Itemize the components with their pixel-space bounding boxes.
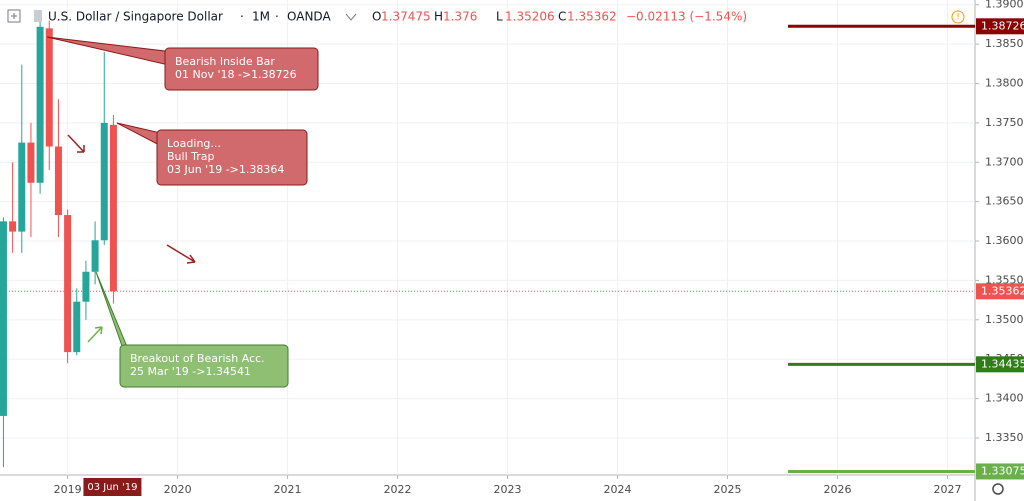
price-label: 1.35362 <box>981 284 1024 297</box>
candle-body <box>109 124 117 292</box>
legend-value: 1.35206 <box>505 10 555 24</box>
arrow <box>87 326 103 343</box>
x-tick-label: 2021 <box>274 483 302 496</box>
candle-body <box>18 142 26 232</box>
axes: 1.335001.340001.345001.350001.355001.360… <box>54 0 1024 496</box>
legend-value: 1.37475 <box>381 10 431 24</box>
candle-body <box>27 142 35 183</box>
arrow <box>166 244 196 264</box>
callout-text: Breakout of Bearish Acc. <box>130 352 265 365</box>
settings-icon[interactable] <box>992 483 1004 495</box>
callout-text: 03 Jun '19 ->1.38364 <box>167 163 284 176</box>
x-tick-label: 2025 <box>714 483 742 496</box>
level-label-bg <box>976 356 1024 373</box>
y-tick-label: 1.38000 <box>985 76 1024 89</box>
legend-change: −0.02113 (−1.54%) <box>626 10 747 24</box>
separator: · <box>240 10 244 24</box>
separator: · <box>275 10 279 24</box>
price-label-bg <box>976 283 1024 300</box>
interval: 1M <box>252 10 270 24</box>
y-tick-label: 1.35500 <box>985 273 1024 286</box>
add-icon-plus <box>11 13 17 19</box>
x-tick-label: 2026 <box>824 483 852 496</box>
y-tick-label: 1.39000 <box>985 0 1024 11</box>
callout-text: Bearish Inside Bar <box>175 55 275 68</box>
x-tick-label: 2020 <box>164 483 192 496</box>
ohlc-legend: O 1.37475 H 1.376 L 1.35206 C 1.35362 −0.02113 (… <box>372 10 747 24</box>
legend-prefix: L <box>496 10 503 24</box>
callout-box <box>156 129 308 186</box>
symbol: U.S. Dollar / Singapore Dollar <box>48 10 223 24</box>
grid <box>0 0 975 475</box>
dropdown-icon[interactable] <box>345 13 357 21</box>
callout-box <box>119 344 289 388</box>
callout-box <box>164 47 319 91</box>
callout-text: Loading... <box>167 137 221 150</box>
y-tick-label: 1.34000 <box>985 392 1024 405</box>
callout-text: 01 Nov '18 ->1.38726 <box>175 68 297 81</box>
y-tick-label: 1.33500 <box>985 431 1024 444</box>
legend-prefix: C <box>558 10 566 24</box>
level-label: 1.38726 <box>981 19 1024 32</box>
cursor-label-bg <box>83 478 142 496</box>
legend-prefix: H <box>434 10 443 24</box>
candle-body <box>45 28 53 147</box>
candle-body <box>36 26 44 183</box>
candle-body <box>91 240 99 272</box>
y-tick-label: 1.38500 <box>985 37 1024 50</box>
x-tick-label: 2019 <box>54 483 82 496</box>
candle-body <box>54 146 62 216</box>
x-tick-label: 2022 <box>384 483 412 496</box>
legend-value: 1.376 <box>443 10 477 24</box>
callout-text: 25 Mar '19 ->1.34541 <box>130 365 251 378</box>
candle-body <box>73 301 81 353</box>
x-tick-label: 2027 <box>934 483 962 496</box>
candle-body <box>100 122 108 241</box>
alert-icon[interactable] <box>951 10 965 24</box>
level-label: 1.33075 <box>981 464 1024 477</box>
arrow <box>67 134 85 153</box>
legend-value: 1.35362 <box>567 10 617 24</box>
level-label-bg <box>976 463 1024 480</box>
symbol-icon <box>34 10 42 22</box>
y-tick-label: 1.35000 <box>985 313 1024 326</box>
callout-text: Bull Trap <box>167 150 214 163</box>
add-icon[interactable] <box>7 9 21 23</box>
x-tick-label: 2023 <box>494 483 522 496</box>
level-label-bg <box>976 18 1024 35</box>
candle-body <box>82 271 90 302</box>
source: OANDA <box>287 10 331 24</box>
y-tick-label: 1.37000 <box>985 155 1024 168</box>
legend-prefix: O <box>372 10 381 24</box>
x-tick-label: 2024 <box>604 483 632 496</box>
plot <box>0 20 975 473</box>
y-tick-label: 1.37500 <box>985 116 1024 129</box>
candle-body <box>0 221 7 416</box>
arrows <box>67 134 196 343</box>
y-tick-label: 1.36000 <box>985 234 1024 247</box>
candle-body <box>9 221 17 232</box>
y-tick-label: 1.36500 <box>985 195 1024 208</box>
candle-body <box>64 215 72 353</box>
alert-icon-mark: ! <box>956 13 960 23</box>
level-label: 1.34435 <box>981 357 1024 370</box>
cursor-label: 03 Jun '19 <box>87 482 137 493</box>
